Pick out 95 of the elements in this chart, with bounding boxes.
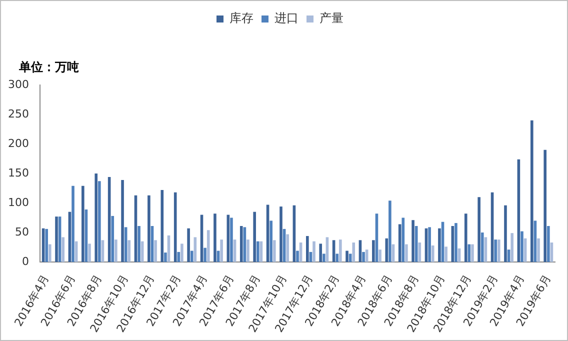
- bar: [124, 227, 128, 262]
- bar: [494, 240, 497, 262]
- bar: [174, 192, 177, 262]
- bar: [177, 252, 180, 262]
- y-tick-label: 150: [8, 166, 29, 180]
- y-tick-label: 100: [8, 196, 29, 209]
- bar: [220, 240, 223, 262]
- bar: [206, 230, 210, 262]
- bar: [148, 195, 150, 262]
- bar: [537, 238, 540, 262]
- bar: [138, 226, 140, 262]
- bar: [438, 228, 441, 262]
- bar: [348, 254, 352, 262]
- bar: [194, 237, 197, 262]
- bar: [240, 226, 243, 262]
- bar: [101, 240, 104, 262]
- bar: [111, 216, 114, 262]
- bar: [121, 180, 124, 262]
- bar: [428, 227, 431, 262]
- bar: [510, 233, 514, 262]
- bar: [352, 242, 356, 262]
- y-tick-label: 200: [8, 136, 29, 150]
- bar: [431, 245, 434, 262]
- bar: [372, 240, 375, 262]
- bar: [507, 250, 510, 262]
- bar: [388, 200, 392, 262]
- bar: [346, 250, 348, 262]
- bar: [464, 214, 468, 262]
- bar: [256, 241, 260, 262]
- bar: [48, 244, 52, 262]
- bar: [160, 190, 164, 262]
- bar: [405, 244, 408, 262]
- bar: [154, 240, 157, 262]
- y-tick-label: 0: [22, 254, 29, 268]
- bar: [62, 237, 65, 262]
- bar: [454, 223, 458, 262]
- legend-label: 进口: [274, 11, 298, 26]
- bar: [520, 231, 524, 262]
- bar: [246, 240, 250, 262]
- text: 单位：万吨: [19, 59, 79, 76]
- bar: [546, 226, 550, 262]
- y-tick-label: 300: [8, 78, 29, 91]
- bar: [412, 220, 414, 262]
- bar: [339, 240, 342, 262]
- bar: [365, 250, 368, 262]
- bar: [336, 254, 339, 262]
- bar: [243, 227, 246, 262]
- bar: [270, 220, 272, 262]
- bar: [296, 250, 299, 262]
- bar: [72, 186, 74, 262]
- bar: [332, 240, 336, 262]
- bar: [164, 252, 167, 262]
- bar: [55, 216, 58, 262]
- bar: [385, 238, 388, 262]
- bar: [280, 206, 282, 262]
- legend-label: 库存: [230, 11, 254, 26]
- bar: [82, 186, 84, 262]
- bar: [306, 236, 309, 262]
- bar: [45, 228, 48, 262]
- bar: [230, 218, 233, 262]
- bar: [544, 150, 546, 262]
- bar: [478, 197, 480, 262]
- bar: [398, 224, 402, 262]
- bar: [190, 250, 194, 262]
- bar: [471, 244, 474, 262]
- bar: [480, 232, 484, 262]
- bar: [322, 254, 326, 262]
- bar: [497, 240, 500, 262]
- bar: [326, 237, 329, 262]
- bar: [358, 240, 362, 262]
- bar: [180, 244, 184, 262]
- bar: [319, 244, 322, 262]
- bar: [530, 120, 534, 262]
- bar: [418, 242, 422, 262]
- bar: [402, 218, 405, 262]
- legend-label: 产量: [320, 11, 344, 26]
- bar: [253, 212, 256, 262]
- bar: [98, 181, 101, 262]
- bar: [272, 240, 276, 262]
- bar: [484, 237, 488, 262]
- bar: [187, 228, 190, 262]
- y-tick-label: 50: [14, 225, 29, 238]
- bar: [444, 246, 448, 262]
- bar: [504, 205, 507, 262]
- bar: [286, 234, 289, 262]
- bar: [88, 244, 91, 262]
- bar: [114, 240, 118, 262]
- bar: [312, 241, 316, 262]
- bar: [128, 240, 131, 262]
- bar: [214, 214, 216, 262]
- y-tick-label: 250: [8, 107, 29, 120]
- bar: [94, 173, 98, 262]
- bar: [204, 248, 206, 262]
- bar: [378, 250, 382, 262]
- bar: [362, 252, 365, 262]
